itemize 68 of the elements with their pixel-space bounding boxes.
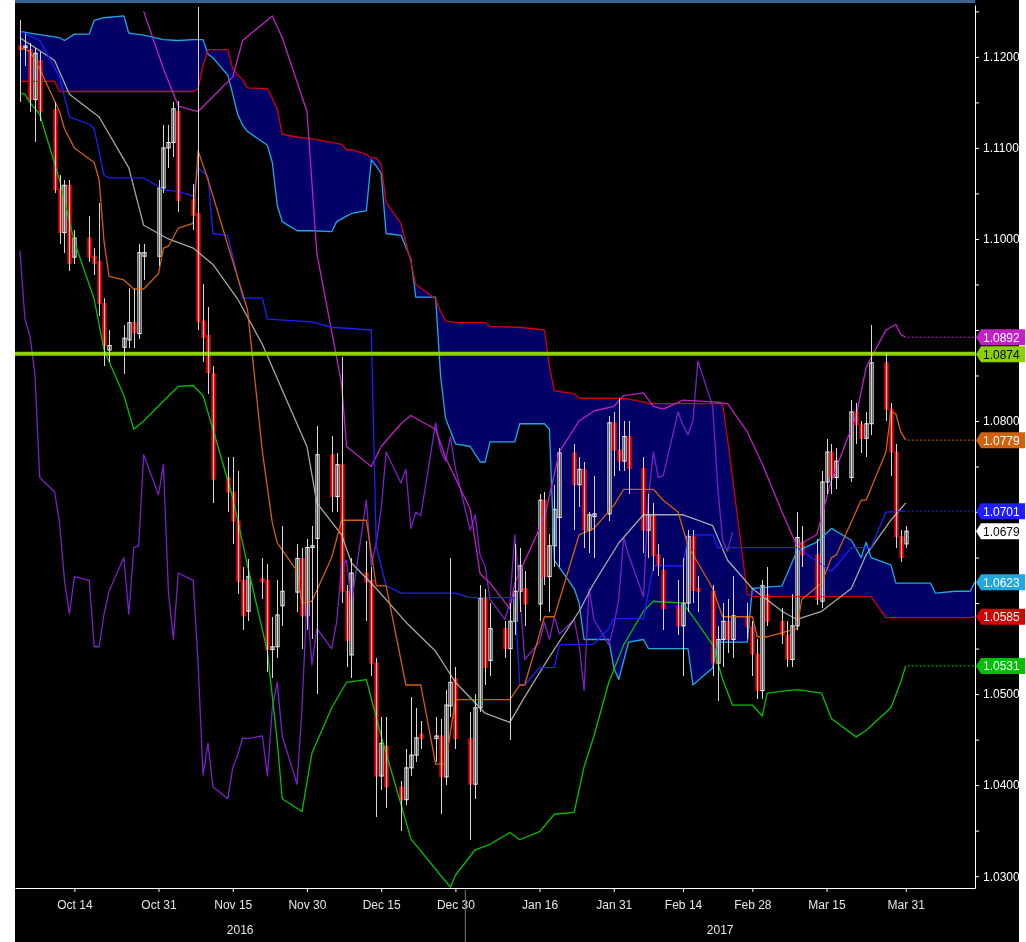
candlestick [399, 780, 404, 832]
y-tick-label: 1.0400 [983, 778, 1021, 793]
candlestick [849, 399, 854, 483]
candlestick [622, 420, 627, 472]
x-tick-label: Feb 28 [734, 898, 772, 913]
candlestick [434, 716, 439, 763]
candlestick [419, 720, 424, 750]
candlestick [488, 602, 493, 677]
candlestick [731, 575, 736, 659]
y-tick-label: 1.1000 [983, 232, 1021, 247]
candlestick [335, 452, 340, 513]
candlestick [23, 33, 28, 67]
data-label: 1.0779 [983, 433, 1021, 448]
text: 2016 [226, 923, 254, 937]
candlestick [18, 19, 23, 103]
candlestick [829, 443, 834, 495]
candlestick [661, 557, 666, 631]
candlestick [607, 415, 612, 522]
line-series [19, 250, 734, 800]
x-tick-label: Mar 31 [887, 898, 926, 913]
candlestick [503, 620, 508, 659]
y-tick-label: 1.0500 [983, 687, 1021, 702]
y-tick-label: 1.1100 [983, 141, 1020, 156]
x-tick-label: Jan 31 [596, 898, 633, 913]
candlestick [582, 461, 587, 549]
candlestick [439, 718, 444, 815]
x-tick-label: Mar 15 [808, 898, 847, 913]
candlestick [627, 420, 632, 495]
candlestick [330, 435, 335, 513]
candlestick [483, 588, 488, 686]
x-tick-label: Nov 15 [214, 898, 253, 913]
candlestick [641, 456, 646, 554]
ref-line-label: 1.0874 [983, 347, 1021, 362]
x-tick-label: Oct 14 [57, 898, 93, 913]
candlestick [246, 558, 251, 622]
x-tick-label: Feb 14 [664, 898, 703, 913]
text: 1.0679 [983, 524, 1020, 539]
x-tick-label: Dec 15 [362, 898, 402, 913]
data-label: 1.0623 [983, 575, 1021, 590]
candlestick [379, 716, 384, 791]
y-tick-label: 1.1200 [983, 50, 1021, 65]
y-tick-label: 1.0300 [983, 869, 1021, 884]
candlestick [523, 570, 528, 627]
data-label: 1.0701 [983, 504, 1021, 519]
candlestick [176, 100, 181, 213]
candlestick [760, 579, 765, 700]
candlestick [765, 566, 770, 627]
candlestick [315, 425, 320, 695]
candlestick [28, 42, 33, 113]
text: 2017 [706, 923, 734, 937]
candlestick [468, 711, 473, 841]
candlestick [904, 525, 909, 549]
x-tick-label: Jan 16 [522, 898, 559, 913]
candlestick [676, 579, 681, 636]
candlestick [107, 329, 112, 363]
data-label: 1.0531 [983, 659, 1021, 674]
candlestick [280, 525, 285, 627]
data-label: 1.0892 [983, 330, 1021, 345]
candlestick [577, 456, 582, 508]
candlestick [211, 365, 216, 504]
candlestick [726, 598, 731, 654]
x-tick-label: Dec 30 [436, 898, 476, 913]
candlestick [572, 443, 577, 531]
y-tick-label: 1.0800 [983, 414, 1021, 429]
data-label: 1.0585 [983, 610, 1021, 625]
x-tick-label: Nov 30 [288, 898, 327, 913]
candlestick [132, 288, 137, 349]
x-tick-label: Oct 31 [141, 898, 177, 913]
